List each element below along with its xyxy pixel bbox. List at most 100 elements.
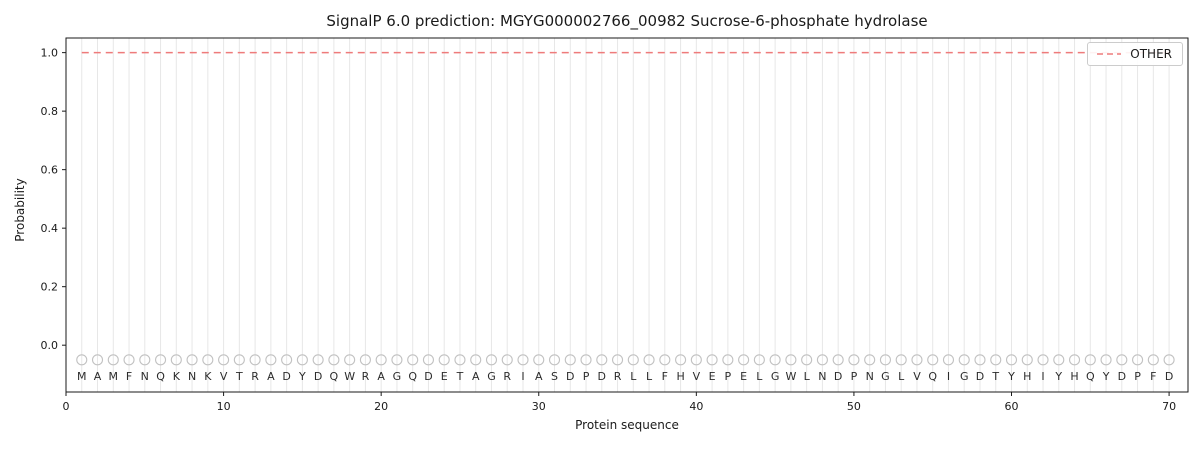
x-tick-label: 60	[1005, 400, 1019, 413]
residue-letter: L	[646, 370, 653, 383]
residue-marker	[1037, 354, 1049, 366]
residue-letter: H	[676, 370, 684, 383]
residue-marker	[879, 354, 891, 366]
residue-letter: A	[377, 370, 385, 383]
x-tick-label: 70	[1162, 400, 1176, 413]
residue-marker	[611, 354, 624, 366]
residue-marker	[1021, 354, 1033, 366]
residue-marker	[785, 354, 797, 366]
x-tick-label: 40	[689, 400, 703, 413]
residue-marker	[753, 354, 765, 366]
residue-letter: Q	[330, 370, 339, 383]
residue-letter: D	[282, 370, 290, 383]
residue-marker	[722, 354, 734, 366]
residue-marker	[548, 354, 561, 366]
residue-letter: Q	[408, 370, 417, 383]
plot-border	[65, 37, 1189, 393]
residue-marker	[596, 354, 608, 366]
residue-marker	[706, 354, 718, 366]
residue-marker	[1132, 354, 1144, 366]
residue-marker	[942, 354, 955, 366]
residue-marker	[533, 354, 545, 366]
residue-marker	[580, 354, 592, 366]
residue-marker	[265, 354, 277, 366]
residue-letter: A	[94, 370, 102, 383]
legend: OTHER	[1087, 42, 1183, 66]
residue-letter: Y	[1102, 370, 1110, 383]
residue-marker	[438, 354, 450, 366]
residue-marker	[485, 354, 498, 366]
residue-letter: E	[441, 370, 448, 383]
residue-marker	[958, 354, 970, 366]
residue-letter: R	[251, 370, 259, 383]
residue-marker	[564, 354, 576, 366]
residue-marker	[344, 354, 356, 366]
residue-letter: Y	[1007, 370, 1015, 383]
residue-letter: D	[1165, 370, 1173, 383]
residue-letter: I	[947, 370, 950, 383]
residue-marker	[911, 354, 923, 366]
residue-letter: Y	[1054, 370, 1062, 383]
residue-marker	[249, 354, 261, 366]
residue-letter: W	[785, 370, 796, 383]
residue-letter: L	[804, 370, 811, 383]
residue-marker	[738, 354, 750, 366]
residue-letter: G	[881, 370, 890, 383]
residue-letter: T	[235, 370, 243, 383]
residue-letter: W	[344, 370, 355, 383]
residue-letter: Y	[298, 370, 306, 383]
residue-letter: D	[976, 370, 984, 383]
residue-letter: K	[173, 370, 181, 383]
residue-letter: I	[521, 370, 524, 383]
residue-letter: M	[109, 370, 119, 383]
residue-letter: A	[472, 370, 480, 383]
legend-label: OTHER	[1130, 47, 1172, 61]
residue-letter: I	[1041, 370, 1044, 383]
x-tick-label: 10	[217, 400, 231, 413]
residue-marker	[1163, 354, 1175, 366]
residue-letter: P	[851, 370, 858, 383]
residue-marker	[1116, 354, 1128, 366]
residue-letter: L	[898, 370, 905, 383]
residue-marker	[1068, 354, 1081, 366]
residue-letter: D	[314, 370, 322, 383]
residue-marker	[139, 354, 151, 366]
residue-letter: D	[834, 370, 842, 383]
y-tick-label: 0.8	[41, 105, 59, 118]
residue-marker	[375, 354, 387, 366]
residue-letter: E	[740, 370, 747, 383]
residue-letter: G	[771, 370, 780, 383]
residue-letter: R	[614, 370, 622, 383]
residue-marker	[123, 354, 135, 366]
residue-marker	[91, 354, 104, 366]
residue-letter: N	[188, 370, 196, 383]
residue-letter: N	[818, 370, 826, 383]
x-tick-label: 30	[532, 400, 546, 413]
residue-marker	[328, 354, 340, 366]
residue-marker	[1053, 354, 1065, 366]
residue-letter: T	[456, 370, 464, 383]
residue-marker	[675, 354, 687, 366]
residue-letter: Q	[156, 370, 165, 383]
residue-marker	[170, 354, 182, 366]
residue-letter: F	[126, 370, 132, 383]
residue-marker	[517, 354, 529, 366]
residue-marker	[864, 354, 876, 366]
residue-marker	[107, 354, 119, 366]
residue-marker	[927, 354, 939, 366]
residue-letter: V	[913, 370, 921, 383]
residue-marker	[391, 354, 403, 366]
residue-marker	[690, 354, 702, 366]
residue-marker	[974, 354, 986, 366]
x-tick-label: 20	[374, 400, 388, 413]
residue-marker	[76, 354, 88, 366]
residue-marker	[281, 354, 293, 366]
residue-letter: F	[1150, 370, 1156, 383]
residue-letter: N	[141, 370, 149, 383]
residue-letter: P	[1134, 370, 1141, 383]
residue-marker	[801, 354, 813, 366]
residue-marker	[627, 354, 639, 366]
residue-marker	[848, 354, 860, 366]
residue-marker	[202, 354, 214, 366]
